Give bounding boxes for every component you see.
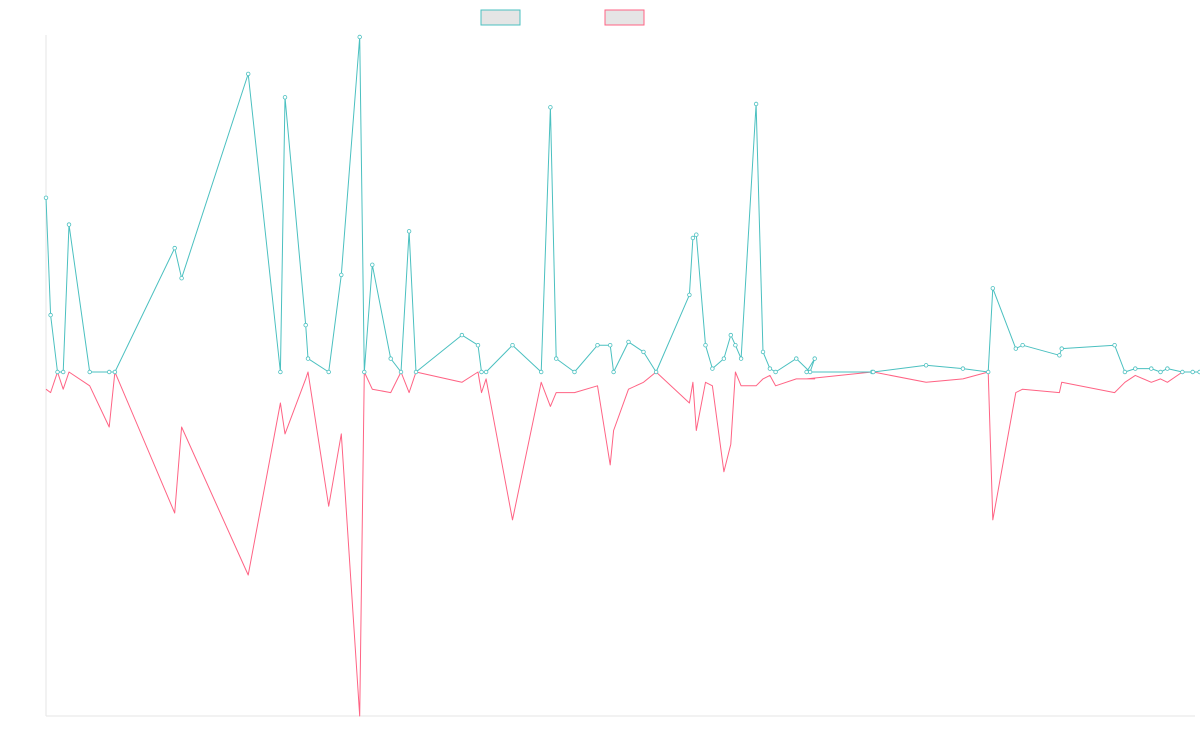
legend (480, 9, 645, 26)
data-point (357, 34, 362, 40)
data-point (753, 101, 759, 107)
data-point (1059, 346, 1064, 351)
data-point (479, 369, 484, 375)
data-point (611, 369, 616, 375)
data-point (990, 286, 995, 291)
data-point (548, 105, 553, 110)
data-point (106, 369, 112, 375)
data-point (641, 349, 646, 355)
data-point (1158, 369, 1163, 375)
data-point (362, 369, 367, 375)
data-point (398, 369, 404, 375)
data-point (278, 369, 283, 375)
data-point (510, 343, 515, 348)
series-2-line (45, 371, 1200, 717)
data-point (812, 356, 817, 361)
data-point (721, 356, 727, 361)
data-point (326, 369, 331, 375)
data-point (61, 369, 66, 375)
data-point (48, 312, 53, 318)
data-point (773, 369, 778, 375)
data-point (87, 369, 92, 375)
data-point (1057, 353, 1062, 358)
data-point (608, 343, 613, 348)
data-point (282, 95, 288, 100)
legend-item-1[interactable] (480, 9, 521, 26)
data-point (1149, 366, 1154, 371)
data-point (804, 369, 809, 375)
data-point (923, 363, 929, 368)
legend-item-2[interactable] (604, 9, 645, 26)
data-point (1190, 369, 1195, 375)
data-point (1112, 343, 1117, 348)
data-point (687, 292, 692, 298)
axes (45, 35, 1195, 717)
data-point (172, 245, 177, 251)
data-point (303, 322, 308, 328)
data-point (572, 369, 577, 375)
data-point (710, 366, 715, 371)
data-point (112, 369, 118, 375)
series-layer (43, 34, 1200, 717)
data-point (339, 272, 344, 278)
series-1-line (45, 36, 1200, 373)
data-point (388, 356, 393, 361)
data-point (1020, 343, 1025, 348)
data-point (871, 369, 876, 375)
data-point (690, 235, 696, 241)
data-point (807, 369, 813, 375)
data-point (245, 71, 251, 77)
data-point (1122, 369, 1128, 375)
data-point (733, 343, 738, 348)
legend-swatch (604, 9, 645, 26)
data-point (738, 356, 744, 361)
data-point (459, 332, 465, 338)
data-point (483, 369, 489, 375)
data-point (986, 369, 991, 375)
data-point (370, 262, 375, 267)
data-point (694, 232, 699, 237)
legend-swatch (480, 9, 521, 26)
data-point (413, 369, 419, 375)
data-point (728, 332, 733, 338)
series-1 (43, 34, 1200, 375)
data-point (960, 366, 966, 371)
data-point (794, 356, 799, 361)
data-point (406, 229, 412, 234)
data-point (305, 356, 311, 361)
data-point (767, 366, 773, 371)
data-point (760, 349, 766, 355)
data-point (1013, 346, 1018, 351)
series-2 (45, 371, 1200, 717)
data-point (475, 343, 481, 348)
data-point (43, 195, 49, 200)
data-point (539, 369, 544, 375)
data-point (1180, 369, 1185, 375)
data-point (595, 343, 600, 348)
data-point (554, 356, 559, 361)
data-point (703, 343, 708, 348)
data-point (1165, 366, 1170, 371)
data-point (653, 369, 659, 375)
data-point (66, 222, 72, 227)
data-point (179, 276, 184, 281)
data-point (1133, 366, 1138, 371)
data-point (55, 369, 60, 375)
data-point (626, 339, 631, 345)
